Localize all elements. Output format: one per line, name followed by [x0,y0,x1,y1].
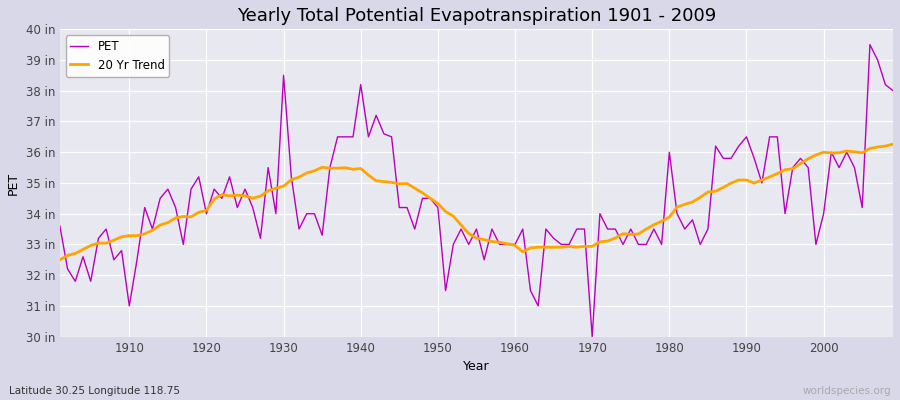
Text: worldspecies.org: worldspecies.org [803,386,891,396]
X-axis label: Year: Year [464,360,490,373]
20 Yr Trend [502,242,513,246]
PET [865,42,876,47]
Y-axis label: PET: PET [7,171,20,194]
20 Yr Trend [509,243,520,248]
20 Yr Trend [286,177,297,182]
PET [116,248,127,253]
20 Yr Trend [887,142,898,146]
PET [509,242,520,247]
20 Yr Trend [332,166,343,171]
Title: Yearly Total Potential Evapotranspiration 1901 - 2009: Yearly Total Potential Evapotranspiratio… [237,7,716,25]
Text: Latitude 30.25 Longitude 118.75: Latitude 30.25 Longitude 118.75 [9,386,180,396]
PET [286,174,297,179]
PET [502,242,513,247]
PET [332,134,343,139]
PET [610,227,621,232]
PET [587,334,598,339]
PET [55,224,66,228]
20 Yr Trend [55,257,66,262]
Line: PET: PET [60,45,893,337]
Legend: PET, 20 Yr Trend: PET, 20 Yr Trend [66,35,169,76]
20 Yr Trend [116,234,127,239]
Line: 20 Yr Trend: 20 Yr Trend [60,144,893,260]
PET [887,88,898,93]
20 Yr Trend [602,239,613,244]
